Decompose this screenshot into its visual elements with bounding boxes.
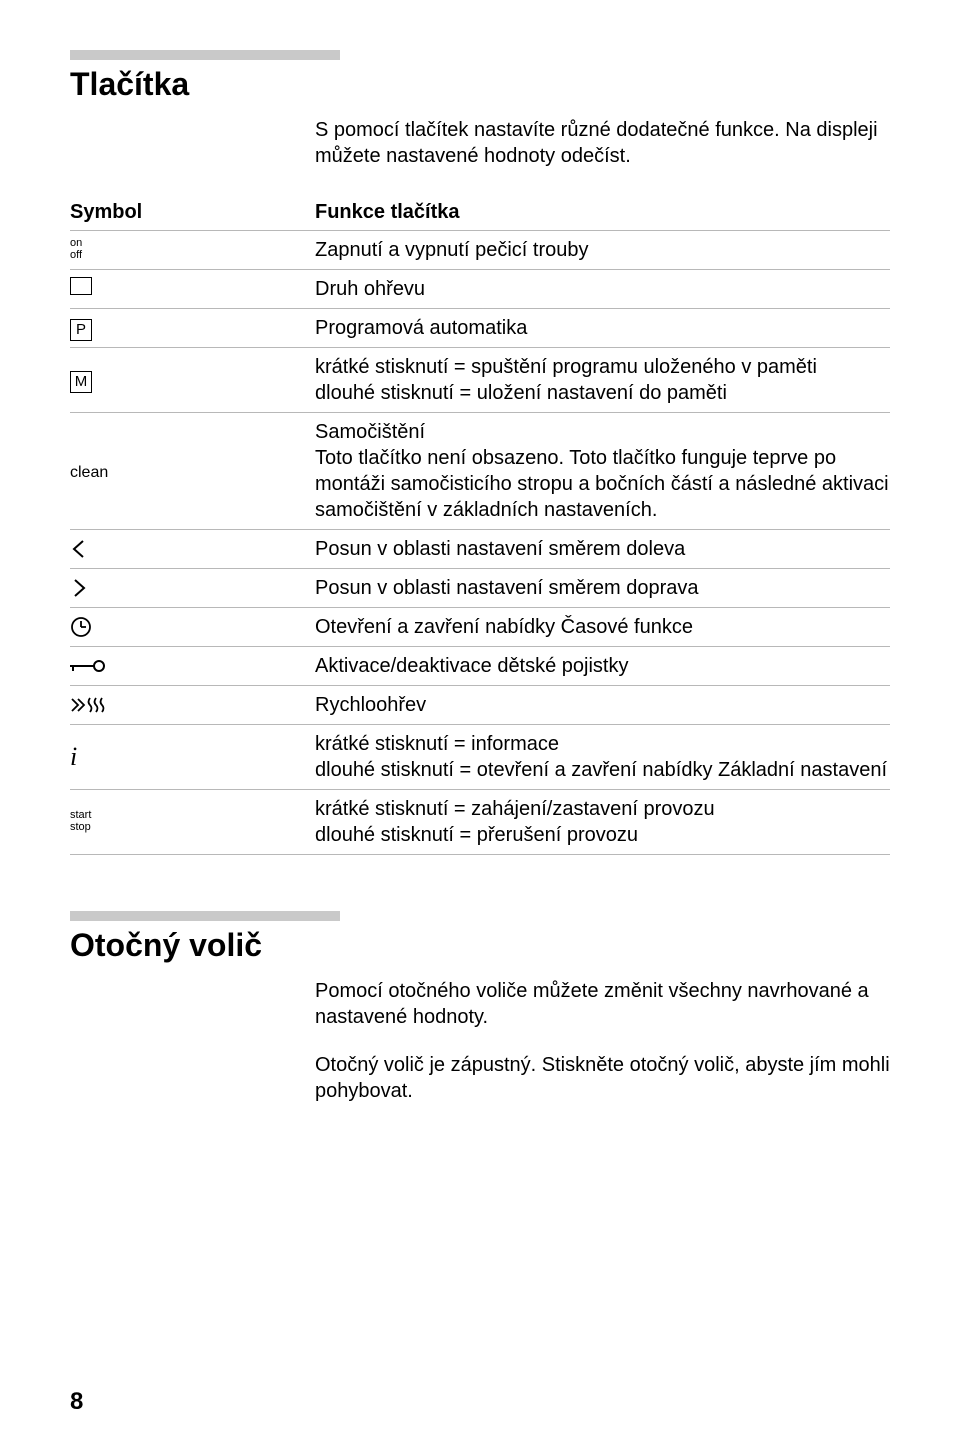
- table-row: i krátké stisknutí = informace dlouhé st…: [70, 725, 890, 790]
- func-onoff: Zapnutí a vypnutí pečicí trouby: [315, 231, 890, 270]
- section-bar: [70, 50, 340, 60]
- symbol-lock: [70, 647, 315, 686]
- rapid-heat-icon: [70, 695, 110, 715]
- symbol-right: [70, 569, 315, 608]
- func-clean-line2: Toto tlačítko není obsazeno. Toto tlačít…: [315, 447, 889, 521]
- func-m-line2: dlouhé stisknutí = uložení nastavení do …: [315, 382, 727, 404]
- symbol-startstop: start stop: [70, 790, 315, 855]
- symbol-rapid: [70, 686, 315, 725]
- func-mode: Druh ohřevu: [315, 270, 890, 309]
- table-row: P Programová automatika: [70, 309, 890, 348]
- clean-label: clean: [70, 464, 108, 481]
- func-clock: Otevření a zavření nabídky Časové funkce: [315, 608, 890, 647]
- section-heading-knob: Otočný volič: [70, 927, 890, 964]
- func-start: krátké stisknutí = zahájení/zastavení pr…: [315, 790, 890, 855]
- table-row: Aktivace/deaktivace dětské pojistky: [70, 647, 890, 686]
- func-m-line1: krátké stisknutí = spuštění programu ulo…: [315, 356, 817, 378]
- m-icon: M: [70, 371, 92, 393]
- square-icon: [70, 277, 92, 295]
- symbol-m: M: [70, 348, 315, 413]
- info-icon: i: [70, 742, 77, 771]
- symbol-clock: [70, 608, 315, 647]
- table-row: clean Samočištění Toto tlačítko není obs…: [70, 413, 890, 530]
- table-row: Otevření a zavření nabídky Časové funkce: [70, 608, 890, 647]
- func-right: Posun v oblasti nastavení směrem doprava: [315, 569, 890, 608]
- table-row: Rychloohřev: [70, 686, 890, 725]
- func-left: Posun v oblasti nastavení směrem doleva: [315, 530, 890, 569]
- table-header-row: Symbol Funkce tlačítka: [70, 195, 890, 231]
- section-bar-2: [70, 911, 340, 921]
- func-rapid: Rychloohřev: [315, 686, 890, 725]
- symbol-onoff: on off: [70, 231, 315, 270]
- func-clean: Samočištění Toto tlačítko není obsazeno.…: [315, 413, 890, 530]
- symbol-clean: clean: [70, 413, 315, 530]
- func-start-line1: krátké stisknutí = zahájení/zastavení pr…: [315, 798, 715, 820]
- table-row: Druh ohřevu: [70, 270, 890, 309]
- func-lock: Aktivace/deaktivace dětské pojistky: [315, 647, 890, 686]
- func-info-line2: dlouhé stisknutí = otevření a zavření na…: [315, 759, 887, 781]
- table-row: on off Zapnutí a vypnutí pečicí trouby: [70, 231, 890, 270]
- table-row: Posun v oblasti nastavení směrem doleva: [70, 530, 890, 569]
- symbol-p: P: [70, 309, 315, 348]
- knob-para2: Otočný volič je zápustný. Stiskněte otoč…: [315, 1052, 890, 1104]
- chevron-left-icon: [70, 539, 90, 559]
- chevron-right-icon: [70, 578, 90, 598]
- clock-icon: [70, 616, 92, 638]
- off-label: off: [70, 250, 315, 262]
- symbol-left: [70, 530, 315, 569]
- start-label: start: [70, 810, 315, 822]
- table-row: M krátké stisknutí = spuštění programu u…: [70, 348, 890, 413]
- func-info: krátké stisknutí = informace dlouhé stis…: [315, 725, 890, 790]
- col-symbol-header: Symbol: [70, 195, 315, 231]
- on-label: on: [70, 238, 315, 250]
- section-intro: S pomocí tlačítek nastavíte různé dodate…: [315, 117, 890, 169]
- stop-label: stop: [70, 822, 315, 834]
- func-clean-line1: Samočištění: [315, 421, 425, 443]
- symbol-heating-mode: [70, 270, 315, 309]
- func-m: krátké stisknutí = spuštění programu ulo…: [315, 348, 890, 413]
- p-icon: P: [70, 319, 92, 341]
- func-p: Programová automatika: [315, 309, 890, 348]
- symbol-info: i: [70, 725, 315, 790]
- section-heading-buttons: Tlačítka: [70, 66, 890, 103]
- buttons-table: Symbol Funkce tlačítka on off Zapnutí a …: [70, 195, 890, 855]
- table-row: start stop krátké stisknutí = zahájení/z…: [70, 790, 890, 855]
- func-info-line1: krátké stisknutí = informace: [315, 733, 559, 755]
- col-function-header: Funkce tlačítka: [315, 195, 890, 231]
- func-start-line2: dlouhé stisknutí = přerušení provozu: [315, 824, 638, 846]
- key-icon: [70, 658, 106, 674]
- table-row: Posun v oblasti nastavení směrem doprava: [70, 569, 890, 608]
- page-number: 8: [70, 1388, 83, 1416]
- knob-para1: Pomocí otočného voliče můžete změnit vše…: [315, 978, 890, 1030]
